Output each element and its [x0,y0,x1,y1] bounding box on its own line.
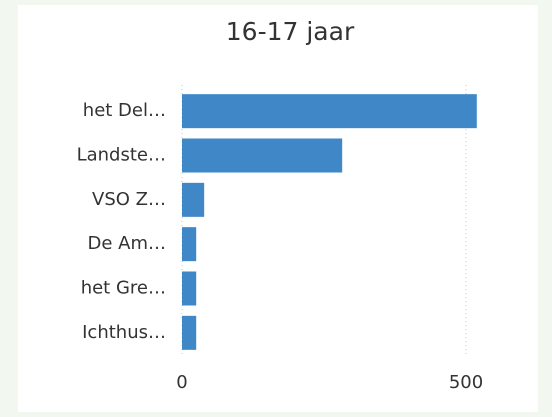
bar [182,94,477,129]
chart-title: 16-17 jaar [226,17,355,46]
x-tick-label: 0 [176,372,187,393]
bar [182,227,197,262]
y-tick-label: het Del… [83,100,166,121]
y-tick-label: VSO Z… [92,189,166,210]
y-tick-label: Ichthus… [82,322,166,343]
y-tick-label: Landste… [77,145,166,166]
x-tick-label: 500 [449,372,483,393]
bar [182,315,197,350]
y-tick-label: De Am… [87,233,166,254]
bar [182,271,197,306]
panel [18,5,538,412]
bar [182,182,205,217]
bar [182,138,343,173]
y-tick-label: het Gre… [81,278,166,299]
